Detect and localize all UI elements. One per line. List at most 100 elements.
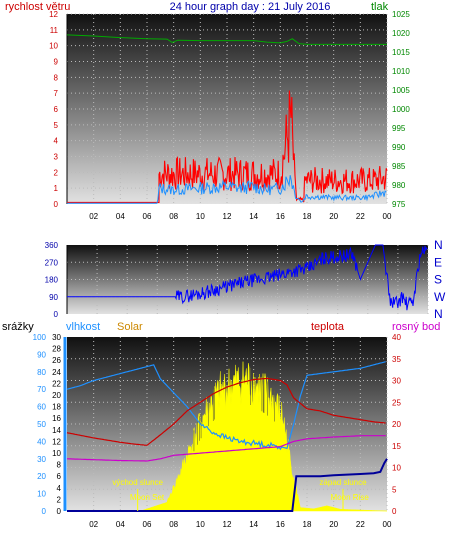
wind-x-tick: 00 (383, 212, 392, 221)
temperature-tick: 25 (392, 398, 401, 407)
rain-tick: 60 (37, 403, 46, 412)
climate-x-tick: 02 (89, 520, 98, 529)
humidity-tick: 26 (52, 356, 61, 365)
temperature-tick: 5 (392, 485, 397, 494)
rain-tick: 50 (37, 420, 46, 429)
wind-speed-tick: 6 (54, 105, 59, 114)
sunrise-annotation: východ slunce (112, 478, 163, 487)
climate-x-tick: 04 (116, 520, 125, 529)
temperature-tick: 15 (392, 442, 401, 451)
wind-speed-tick: 5 (54, 121, 59, 130)
rain-tick: 90 (37, 350, 46, 359)
direction-degree-tick: 270 (45, 258, 59, 267)
humidity-tick: 30 (52, 333, 61, 342)
wind-direction-line (66, 244, 428, 311)
rain-tick: 20 (37, 472, 46, 481)
climate-x-tick: 10 (196, 520, 205, 529)
pressure-label: tlak (371, 1, 389, 13)
direction-degree-tick: 360 (45, 241, 59, 250)
rain-label: srážky (2, 321, 34, 333)
wind-x-tick: 10 (196, 212, 205, 221)
wind-x-tick: 16 (276, 212, 285, 221)
average-wind-line (66, 175, 387, 204)
rain-tick: 10 (37, 490, 46, 499)
climate-x-tick: 06 (143, 520, 152, 529)
climate-x-tick: 08 (169, 520, 178, 529)
humidity-tick: 6 (57, 472, 62, 481)
wind-speed-tick: 12 (49, 10, 58, 19)
wind-speed-tick: 3 (54, 153, 59, 162)
humidity-tick: 28 (52, 345, 61, 354)
climate-x-tick: 18 (303, 520, 312, 529)
wind-speed-tick: 9 (54, 58, 59, 67)
direction-compass-tick: S (434, 273, 442, 287)
wind-speed-tick: 11 (50, 26, 59, 35)
temperature-tick: 30 (392, 377, 401, 386)
climate-x-tick: 20 (329, 520, 338, 529)
dewpoint-line (67, 435, 386, 462)
chart-title: 24 hour graph day : 21 July 2016 (170, 1, 331, 13)
wind-speed-tick: 8 (54, 73, 59, 82)
wind-speed-tick: 0 (54, 200, 59, 209)
humidity-tick: 2 (57, 495, 62, 504)
wind-speed-tick: 4 (54, 137, 59, 146)
humidity-tick: 14 (52, 426, 61, 435)
rain-tick: 0 (42, 507, 47, 516)
rain-tick: 70 (37, 385, 46, 394)
pressure-tick: 1015 (392, 48, 410, 57)
wind-x-tick: 06 (143, 212, 152, 221)
temperature-label: teplota (311, 321, 345, 333)
direction-degree-tick: 90 (49, 293, 58, 302)
wind-x-tick: 12 (223, 212, 232, 221)
wind-speed-tick: 1 (54, 184, 59, 193)
solar-label: Solar (117, 321, 143, 333)
moonrise-annotation: Moon Rise (331, 493, 370, 502)
direction-degree-tick: 180 (45, 276, 59, 285)
temperature-tick: 0 (392, 507, 397, 516)
temperature-line (66, 377, 386, 446)
wind-speed-label: rychlost větru (5, 1, 70, 13)
pressure-tick: 1010 (392, 67, 410, 76)
climate-x-tick: 14 (249, 520, 258, 529)
moonset-annotation: Moon Set (130, 493, 165, 502)
pressure-tick: 1000 (392, 105, 410, 114)
rain-tick: 30 (37, 455, 46, 464)
dewpoint-label: rosný bod (392, 321, 440, 333)
wind-x-tick: 08 (169, 212, 178, 221)
wind-x-tick: 04 (116, 212, 125, 221)
rain-tick: 100 (33, 333, 47, 342)
wind-speed-tick: 7 (54, 89, 59, 98)
humidity-tick: 12 (52, 437, 61, 446)
pressure-tick: 980 (392, 181, 406, 190)
pressure-tick: 990 (392, 143, 406, 152)
humidity-label: vlhkost (66, 321, 100, 333)
humidity-tick: 4 (57, 484, 62, 493)
climate-x-tick: 16 (276, 520, 285, 529)
rain-line (67, 458, 388, 512)
wind-x-tick: 14 (249, 212, 258, 221)
direction-compass-tick: W (434, 290, 446, 304)
pressure-tick: 975 (392, 200, 406, 209)
humidity-tick: 24 (52, 368, 61, 377)
pressure-tick: 995 (392, 124, 406, 133)
humidity-tick: 22 (52, 379, 61, 388)
pressure-tick: 1020 (392, 29, 410, 38)
pressure-tick: 1025 (392, 10, 410, 19)
temperature-tick: 10 (392, 464, 401, 473)
wind-speed-tick: 2 (54, 168, 59, 177)
wind-x-tick: 20 (329, 212, 338, 221)
temperature-tick: 40 (392, 333, 401, 342)
temperature-tick: 20 (392, 420, 401, 429)
pressure-tick: 985 (392, 162, 406, 171)
humidity-tick: 18 (52, 403, 61, 412)
direction-compass-tick: N (434, 307, 443, 321)
climate-x-tick: 22 (356, 520, 365, 529)
wind-speed-tick: 10 (49, 42, 58, 51)
pressure-tick: 1005 (392, 86, 410, 95)
wind-x-tick: 02 (89, 212, 98, 221)
temperature-tick: 35 (392, 355, 401, 364)
humidity-tick: 8 (57, 461, 62, 470)
climate-x-tick: 12 (223, 520, 232, 529)
